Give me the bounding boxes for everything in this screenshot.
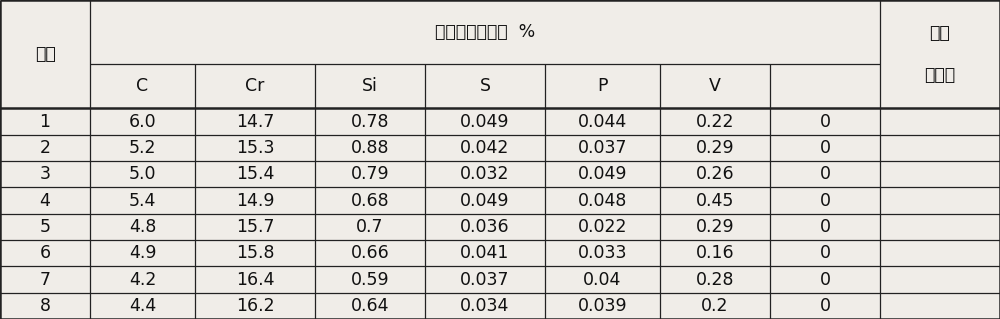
Text: 0.64: 0.64 [351, 297, 389, 315]
Text: 0: 0 [820, 165, 830, 183]
Text: Si: Si [362, 77, 378, 95]
Text: 0.044: 0.044 [578, 113, 627, 130]
Text: 0.29: 0.29 [696, 139, 734, 157]
Text: 0.79: 0.79 [351, 165, 389, 183]
Text: 0.88: 0.88 [351, 139, 389, 157]
Text: 0.033: 0.033 [578, 244, 627, 262]
Text: 15.8: 15.8 [236, 244, 274, 262]
Text: 4.4: 4.4 [129, 297, 156, 315]
Text: 5.2: 5.2 [129, 139, 156, 157]
Text: 炉号: 炉号 [35, 45, 55, 63]
Text: 5.0: 5.0 [129, 165, 156, 183]
Text: 0.049: 0.049 [460, 192, 510, 210]
Text: 15.7: 15.7 [236, 218, 274, 236]
Text: 4.9: 4.9 [129, 244, 156, 262]
Text: C: C [136, 77, 149, 95]
Text: 4: 4 [40, 192, 50, 210]
Text: 0.45: 0.45 [696, 192, 734, 210]
Text: 0.66: 0.66 [351, 244, 389, 262]
Text: 0.032: 0.032 [460, 165, 510, 183]
Text: 0: 0 [820, 139, 830, 157]
Text: 0.59: 0.59 [351, 271, 389, 288]
Text: 8: 8 [40, 297, 50, 315]
Text: 0.048: 0.048 [578, 192, 627, 210]
Text: 4.8: 4.8 [129, 218, 156, 236]
Text: 6: 6 [39, 244, 51, 262]
Text: 0.037: 0.037 [578, 139, 627, 157]
Text: 0: 0 [820, 218, 830, 236]
Text: Cr: Cr [245, 77, 265, 95]
Text: 渣中: 渣中 [930, 25, 950, 42]
Text: 0.022: 0.022 [578, 218, 627, 236]
Text: 5.4: 5.4 [129, 192, 156, 210]
Text: 0.049: 0.049 [460, 113, 510, 130]
Text: 6.0: 6.0 [129, 113, 156, 130]
Text: 14.9: 14.9 [236, 192, 274, 210]
Text: 铬基合金钢成分  %: 铬基合金钢成分 % [435, 23, 535, 41]
Text: 0.7: 0.7 [356, 218, 384, 236]
Text: 15.3: 15.3 [236, 139, 274, 157]
Text: 0: 0 [820, 297, 830, 315]
Text: 0.22: 0.22 [696, 113, 734, 130]
Text: 0.78: 0.78 [351, 113, 389, 130]
Text: 15.4: 15.4 [236, 165, 274, 183]
Text: 0.28: 0.28 [696, 271, 734, 288]
Text: 0: 0 [820, 271, 830, 288]
Text: 0.034: 0.034 [460, 297, 510, 315]
Text: 1: 1 [40, 113, 50, 130]
Text: 0: 0 [820, 113, 830, 130]
Text: 0.037: 0.037 [460, 271, 510, 288]
Text: 0.041: 0.041 [460, 244, 510, 262]
Text: 0.2: 0.2 [701, 297, 729, 315]
Text: 5: 5 [40, 218, 50, 236]
Text: 0.26: 0.26 [696, 165, 734, 183]
Text: V: V [709, 77, 721, 95]
Text: 0.036: 0.036 [460, 218, 510, 236]
Text: 0.039: 0.039 [578, 297, 627, 315]
Text: 0.042: 0.042 [460, 139, 510, 157]
Text: 0.16: 0.16 [696, 244, 734, 262]
Text: 0: 0 [820, 192, 830, 210]
Text: 0.049: 0.049 [578, 165, 627, 183]
Text: 0.68: 0.68 [351, 192, 389, 210]
Text: 16.4: 16.4 [236, 271, 274, 288]
Text: P: P [597, 77, 608, 95]
Text: 2: 2 [40, 139, 50, 157]
Text: S: S [480, 77, 490, 95]
Text: 3: 3 [40, 165, 50, 183]
Text: 六价铬: 六价铬 [924, 66, 956, 84]
Text: 0.04: 0.04 [583, 271, 622, 288]
Text: 14.7: 14.7 [236, 113, 274, 130]
Text: 0.29: 0.29 [696, 218, 734, 236]
Text: 7: 7 [40, 271, 50, 288]
Text: 16.2: 16.2 [236, 297, 274, 315]
Text: 0: 0 [820, 244, 830, 262]
Text: 4.2: 4.2 [129, 271, 156, 288]
